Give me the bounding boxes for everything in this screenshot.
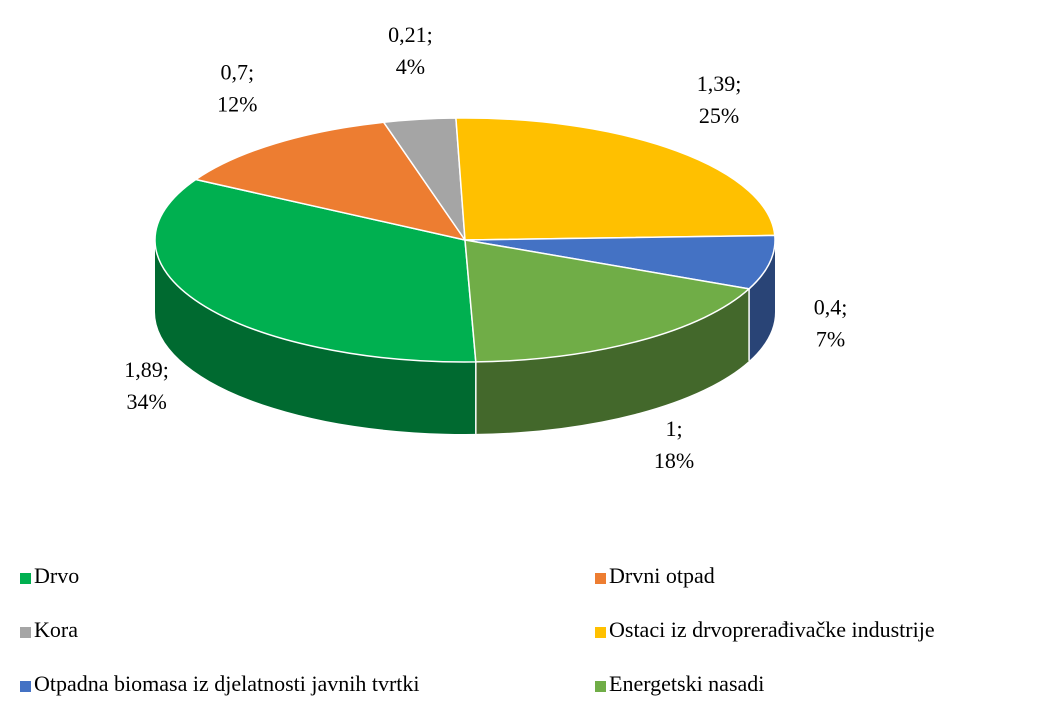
pie-side (475, 288, 750, 434)
pie-slice (464, 234, 776, 290)
legend-label: Kora (34, 617, 78, 642)
legend-swatch (595, 627, 606, 638)
pie-side (749, 240, 775, 361)
data-label-percent: 12% (217, 92, 257, 117)
legend-swatch (20, 681, 31, 692)
pie-side (155, 240, 476, 435)
data-label: 0,7; (220, 60, 254, 85)
data-label-percent: 34% (126, 389, 166, 414)
pie-slice (193, 121, 467, 242)
data-label: 0,21; (388, 22, 433, 47)
data-label-percent: 18% (654, 448, 694, 473)
pie-slice (455, 117, 776, 241)
legend-label: Drvo (34, 563, 79, 588)
data-label: 0,4; (814, 295, 848, 320)
legend-label: Energetski nasadi (609, 671, 764, 696)
pie-slice (464, 239, 751, 363)
data-label: 1,39; (697, 71, 742, 96)
legend-swatch (595, 573, 606, 584)
legend-label: Ostaci iz drvoprerađivačke industrije (609, 617, 935, 642)
data-label: 1,89; (124, 357, 169, 382)
data-label: 1; (666, 416, 683, 441)
data-label-percent: 7% (816, 327, 845, 352)
legend-label: Otpadna biomasa iz djelatnosti javnih tv… (34, 671, 420, 696)
data-label-percent: 4% (396, 54, 425, 79)
legend-swatch (20, 627, 31, 638)
legend-label: Drvni otpad (609, 563, 715, 588)
legend-swatch (20, 573, 31, 584)
data-label-percent: 25% (699, 103, 739, 128)
legend-swatch (595, 681, 606, 692)
